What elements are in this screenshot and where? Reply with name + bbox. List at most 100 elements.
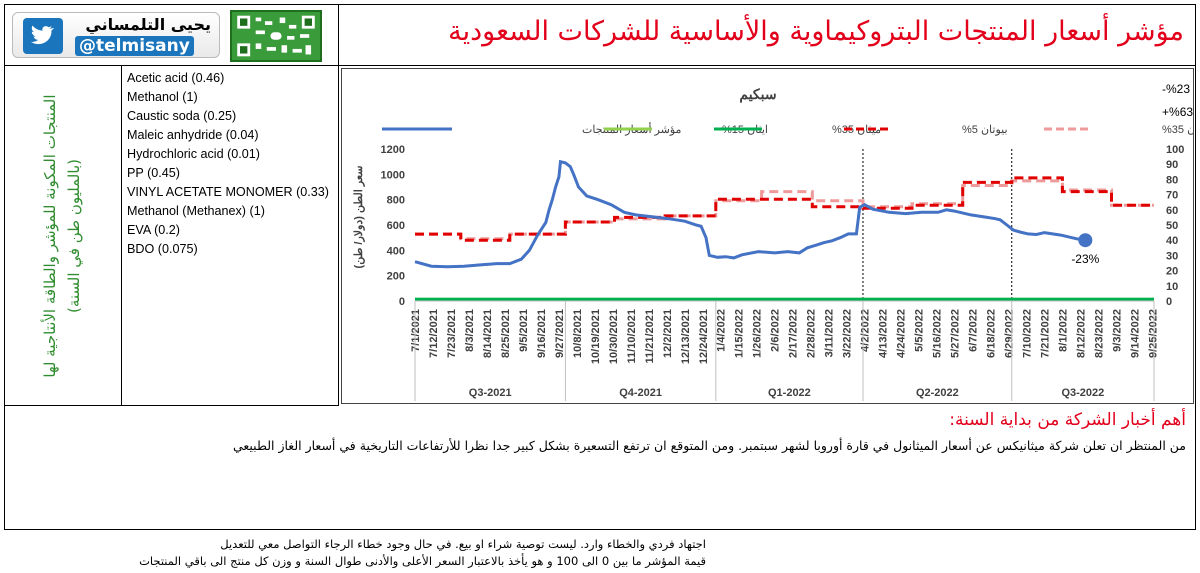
y2-tick-label: 40: [1166, 235, 1178, 247]
qr-code-icon: [230, 10, 322, 62]
quarter-label: Q3-2022: [1061, 387, 1104, 399]
y-tick-label: 800: [387, 195, 405, 207]
x-tick-label: 2/17/2022: [788, 309, 800, 358]
x-tick-label: 12/24/2021: [698, 309, 710, 364]
legend-label: بيوتان 5%: [962, 124, 1008, 136]
list-item: VINYL ACETATE MONOMER (0.33): [127, 185, 330, 199]
yoy-annotation: التغيير عن الربع المماثل 63%+: [1162, 105, 1193, 119]
point-annotation: -23%: [1071, 252, 1099, 266]
x-tick-label: 9/27/2021: [554, 309, 566, 358]
x-tick-label: 8/1/2022: [1057, 309, 1069, 352]
x-tick-label: 1/26/2022: [752, 309, 764, 358]
x-tick-label: 9/3/2022: [1111, 309, 1123, 352]
y2-tick-label: 20: [1166, 266, 1178, 278]
brand-name: يحيى التلمساني: [85, 15, 211, 34]
chart-title: سبكيم: [739, 86, 776, 103]
title-panel: مؤشر أسعار المنتجات البتروكيماوية والأسا…: [339, 4, 1196, 66]
x-tick-label: 3/22/2022: [842, 309, 854, 358]
x-tick-label: 2/6/2022: [770, 309, 782, 352]
list-item: Hydrochloric acid (0.01): [127, 147, 260, 161]
side-label-panel: المنتجات المكونة للمؤشر والطاقة الأنتاجي…: [4, 66, 121, 406]
x-tick-label: 8/23/2022: [1093, 309, 1105, 358]
x-tick-label: 6/18/2022: [986, 309, 998, 358]
x-tick-label: 11/10/2021: [626, 309, 638, 363]
x-tick-label: 4/13/2022: [878, 309, 890, 358]
legend-label: بروبان 35%: [1162, 124, 1193, 136]
x-tick-label: 8/14/2021: [482, 309, 494, 358]
chart-legend: مؤشر أسعار المنتجاتايثان 15%ميثان 35%بيو…: [382, 122, 1200, 136]
y-tick-label: 1200: [381, 144, 405, 156]
x-tick-label: 11/21/2021: [644, 309, 656, 363]
quarter-label: Q1-2022: [768, 387, 811, 399]
chart-panel: سبكيم التغيير عن الربع السابق 23%- التغي…: [341, 68, 1200, 404]
x-tick-label: 8/25/2021: [500, 309, 512, 358]
x-tick-label: 10/30/2021: [608, 309, 620, 364]
x-tick-label: 4/24/2022: [896, 309, 908, 358]
y2-tick-label: 70: [1166, 190, 1178, 202]
y2-tick-label: 80: [1166, 174, 1178, 186]
list-item: PP (0.45): [127, 166, 180, 180]
x-tick-label: 12/2/2021: [662, 309, 674, 358]
y-tick-label: 400: [387, 245, 405, 257]
y2-tick-label: 50: [1166, 220, 1178, 232]
news-body: من المنتظر ان تعلن شركة ميثانيكس عن أسعا…: [232, 438, 1186, 453]
twitter-bird-icon: [23, 18, 63, 54]
y-tick-label: 600: [387, 220, 405, 232]
footnote-disclaimer: اجتهاد فردي والخطاء وارد. ليست توصية شرا…: [220, 537, 706, 551]
x-tick-label: 12/13/2021: [680, 309, 692, 364]
list-item: BDO (0.075): [127, 242, 198, 256]
list-item: Maleic anhydride (0.04): [127, 128, 259, 142]
list-item: Methanol (1): [127, 90, 198, 104]
y-tick-label: 200: [387, 271, 405, 283]
chart-marks: -23%: [414, 159, 1154, 302]
qoq-annotation: التغيير عن الربع السابق 23%-: [1162, 82, 1193, 96]
x-tick-label: 9/14/2022: [1129, 309, 1141, 358]
x-tick-label: 1/4/2022: [716, 309, 728, 352]
brand-handle[interactable]: @telmisany: [75, 36, 194, 56]
list-item: EVA (0.2): [127, 223, 180, 237]
brand-panel: يحيى التلمساني @telmisany: [4, 4, 339, 66]
list-item: Acetic acid (0.46): [127, 71, 225, 85]
brand-card: يحيى التلمساني @telmisany: [12, 12, 220, 58]
y-tick-label: 1000: [381, 169, 405, 181]
x-tick-label: 7/10/2022: [1021, 309, 1033, 358]
page-title: مؤشر أسعار المنتجات البتروكيماوية والأسا…: [448, 16, 1184, 47]
x-tick-label: 10/8/2021: [572, 309, 584, 358]
x-tick-label: 5/27/2022: [950, 309, 962, 358]
product-list: Acetic acid (0.46) Methanol (1) Caustic …: [121, 66, 339, 406]
y2-tick-label: 0: [1166, 296, 1172, 308]
quarter-label: Q2-2022: [916, 387, 959, 399]
line-chart: سبكيم التغيير عن الربع السابق 23%- التغي…: [353, 82, 1200, 401]
list-item: Caustic soda (0.25): [127, 109, 237, 123]
footnote-methodology: قيمة المؤشر ما بين 0 الى 100 و هو يأخذ ب…: [139, 554, 706, 568]
news-heading: أهم أخبار الشركة من بداية السنة:: [949, 410, 1186, 430]
y2-tick-label: 100: [1166, 144, 1184, 156]
y2-tick-label: 10: [1166, 281, 1178, 293]
x-tick-label: 7/12/2021: [428, 309, 440, 358]
list-item: Methanol (Methanex) (1): [127, 204, 265, 218]
x-tick-label: 7/21/2022: [1039, 309, 1051, 358]
quarter-label: Q3-2021: [469, 387, 512, 399]
y-axis-label: سعر الطن (دولار/ طن): [353, 166, 365, 269]
quarter-label: Q4-2021: [619, 387, 662, 399]
x-tick-label: 5/16/2022: [932, 309, 944, 358]
report-frame: [4, 4, 1196, 530]
x-tick-label: 6/29/2022: [1003, 309, 1015, 358]
x-tick-label: 10/19/2021: [590, 309, 602, 364]
chart-grid: [862, 149, 1013, 301]
y2-tick-label: 60: [1166, 205, 1178, 217]
x-tick-label: 6/7/2022: [968, 309, 980, 352]
x-tick-label: 2/28/2022: [806, 309, 818, 358]
x-tick-label: 8/3/2021: [464, 309, 476, 352]
x-tick-label: 5/5/2022: [914, 309, 926, 352]
x-tick-label: 9/16/2021: [536, 309, 548, 358]
chart-axes: 0 200 400 600 800 1000 1200 0 10 20 30 40 50 60 70 80 90…: [381, 144, 1184, 401]
x-tick-label: 8/12/2022: [1075, 309, 1087, 358]
series-line: [414, 159, 1086, 269]
x-tick-label: 3/11/2022: [824, 309, 836, 357]
end-point-marker: [1078, 233, 1093, 248]
x-tick-label: 9/25/2022: [1147, 309, 1159, 358]
x-tick-label: 1/15/2022: [734, 309, 746, 358]
x-tick-label: 9/5/2021: [518, 309, 530, 352]
y2-tick-label: 90: [1166, 159, 1178, 171]
